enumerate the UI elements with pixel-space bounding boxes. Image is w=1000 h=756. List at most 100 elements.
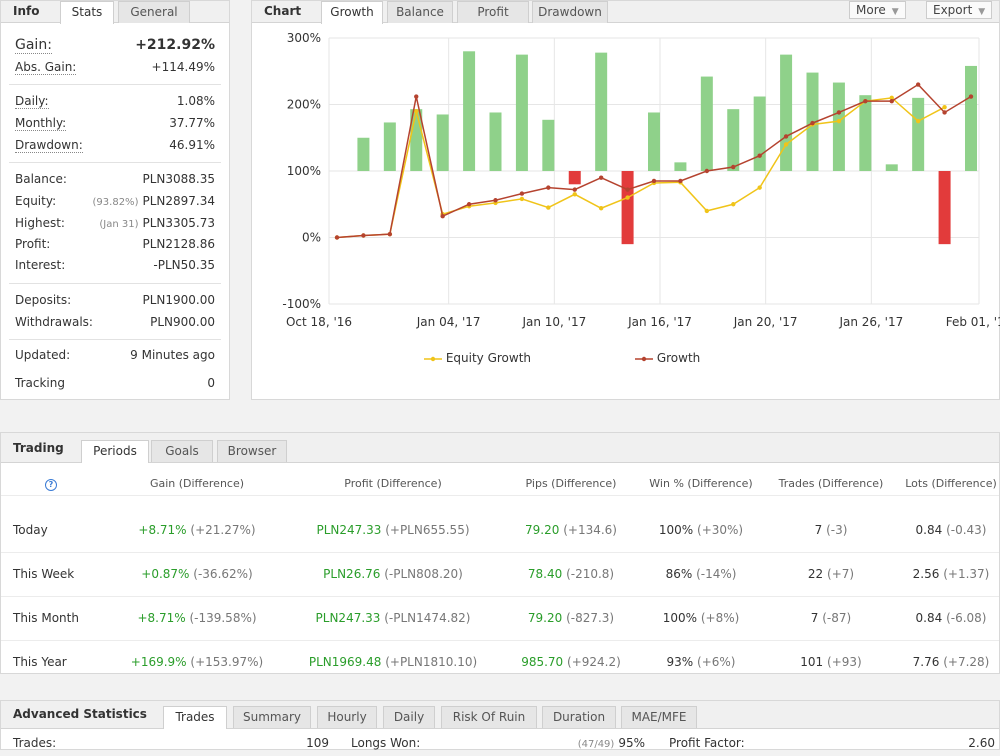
profit-factor-row: Profit Factor: 2.60 [669, 736, 995, 756]
tab-hourly[interactable]: Hourly [317, 706, 377, 728]
chart-bar [727, 109, 740, 171]
lots-cell: 0.84 (-0.43) [851, 508, 1000, 552]
help-cell: ? [45, 477, 57, 491]
tab-periods[interactable]: Periods [81, 440, 149, 463]
tab-balance[interactable]: Balance [387, 1, 453, 23]
lots-value: 0.84 [915, 523, 943, 537]
win-difference: (+30%) [697, 523, 744, 537]
x-tick-label: Jan 10, '17 [521, 315, 586, 329]
lots-difference: (+1.37) [943, 567, 990, 581]
x-tick-label: Jan 26, '17 [838, 315, 903, 329]
divider [9, 283, 221, 284]
equity-value: PLN2897.34 [142, 194, 215, 208]
tab-risk-of-ruin[interactable]: Risk Of Ruin [441, 706, 537, 728]
gain-value: +212.92% [135, 37, 215, 53]
growth-point [440, 214, 445, 219]
legend-equity-label: Equity Growth [445, 351, 532, 365]
row-divider [1, 596, 999, 597]
highest-value-group: (Jan 31) PLN3305.73 [99, 216, 215, 230]
legend-growth-label: Growth [656, 351, 701, 365]
monthly-value: 37.77% [169, 116, 215, 130]
tab-profit[interactable]: Profit [457, 1, 529, 23]
growth-point [651, 178, 657, 184]
equity-row: Equity: (93.82%) PLN2897.34 [15, 194, 215, 214]
tracking-row: Tracking 0 [15, 376, 215, 396]
longs-won-value: 95% [618, 736, 645, 750]
legend-growth[interactable]: Growth [635, 351, 700, 365]
profit-value: PLN247.33 [316, 523, 382, 537]
tracking-value: 0 [207, 376, 215, 390]
profit-value: PLN1969.48 [308, 655, 382, 669]
gain-difference: (+153.97%) [190, 655, 264, 669]
chart-bar [568, 171, 581, 185]
monthly-row: Monthly: 37.77% [15, 116, 215, 136]
equity-growth-point [757, 185, 762, 190]
export-dropdown[interactable]: Export ▼ [926, 1, 993, 19]
legend-equity-swatch [424, 356, 442, 361]
tab-mae-mfe[interactable]: MAE/MFE [621, 706, 697, 728]
header-trades: Trades (Difference) [778, 477, 884, 490]
y-tick-label: 200% [287, 98, 321, 112]
growth-point [704, 168, 710, 174]
equity-value-group: (93.82%) PLN2897.34 [93, 194, 215, 208]
header-lots: Lots (Difference) [905, 477, 997, 490]
chart-bar [489, 112, 502, 171]
gain-value: +8.71% [138, 523, 187, 537]
tab-general[interactable]: General [118, 1, 190, 23]
win-cell: 86% (-14%) [601, 552, 801, 596]
help-icon[interactable]: ? [45, 479, 57, 491]
tab-browser[interactable]: Browser [217, 440, 287, 462]
legend-equity-growth[interactable]: Equity Growth [424, 351, 531, 365]
tab-summary[interactable]: Summary [233, 706, 311, 728]
profit-difference: (+PLN1810.10) [385, 655, 478, 669]
equity-growth-point [783, 142, 789, 147]
lots-cell: 2.56 (+1.37) [851, 552, 1000, 596]
row-divider [1, 640, 999, 641]
drawdown-label: Drawdown: [15, 138, 83, 153]
growth-point [361, 233, 366, 238]
gain-difference: (-139.58%) [189, 611, 257, 625]
abs-gain-value: +114.49% [151, 60, 215, 74]
profit-row: Profit: PLN2128.86 [15, 237, 215, 257]
withdrawals-label: Withdrawals: [15, 315, 93, 329]
lots-difference: (-0.43) [946, 523, 987, 537]
tab-trades[interactable]: Trades [163, 706, 227, 729]
tab-duration[interactable]: Duration [542, 706, 616, 728]
equity-growth-point [704, 208, 710, 214]
growth-point [546, 185, 551, 190]
tab-growth[interactable]: Growth [321, 1, 383, 24]
growth-point [493, 198, 498, 203]
longs-won-value-group: (47/49) 95% [578, 736, 645, 750]
trades-value: 22 [807, 567, 824, 581]
more-dropdown[interactable]: More ▼ [849, 1, 906, 19]
gain-value: +0.87% [141, 567, 190, 581]
advanced-title: Advanced Statistics [13, 707, 147, 721]
chart-bar [965, 65, 977, 171]
withdrawals-row: Withdrawals: PLN900.00 [15, 315, 215, 335]
growth-point [810, 120, 815, 126]
pips-difference: (+924.2) [567, 655, 621, 669]
tab-daily[interactable]: Daily [383, 706, 435, 728]
pips-difference: (-827.3) [566, 611, 615, 625]
equity-growth-point [836, 118, 842, 124]
trades-value: 7 [810, 611, 819, 625]
growth-point [783, 134, 789, 139]
pips-value: 79.20 [527, 611, 563, 625]
chart-bar [859, 95, 872, 171]
highest-row: Highest: (Jan 31) PLN3305.73 [15, 216, 215, 236]
lots-value: 0.84 [915, 611, 943, 625]
profit-cell: PLN26.76 (-PLN808.20) [293, 552, 493, 596]
win-difference: (+8%) [700, 611, 740, 625]
win-value: 100% [658, 523, 694, 537]
table-row: This Month +8.71% (-139.58%) PLN247.33 (-P… [1, 596, 999, 640]
chart-bar [621, 171, 634, 245]
tab-goals[interactable]: Goals [151, 440, 213, 462]
gain-cell: +8.71% (-139.58%) [97, 596, 297, 640]
daily-label: Daily: [15, 94, 49, 109]
tab-stats[interactable]: Stats [60, 1, 114, 24]
profit-difference: (-PLN1474.82) [384, 611, 471, 625]
withdrawals-value: PLN900.00 [150, 315, 215, 329]
trades-value: 101 [800, 655, 824, 669]
win-value: 100% [662, 611, 697, 625]
tab-drawdown[interactable]: Drawdown [532, 1, 608, 23]
